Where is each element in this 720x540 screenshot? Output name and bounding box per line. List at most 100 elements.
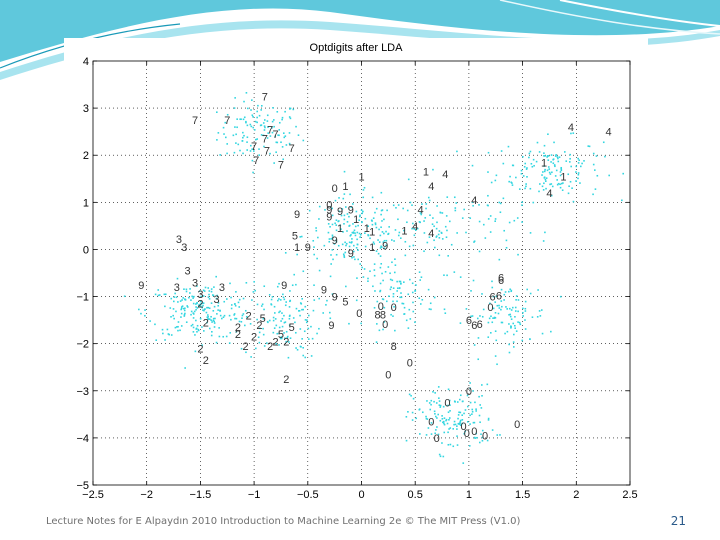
data-point <box>557 182 560 185</box>
data-point <box>345 242 348 245</box>
data-point <box>338 210 341 213</box>
y-tick-label: 1 <box>83 197 89 209</box>
data-point <box>367 225 370 227</box>
digit-label: 1 <box>358 171 364 183</box>
data-point <box>269 152 271 155</box>
data-point <box>202 289 205 292</box>
data-point <box>235 317 238 320</box>
data-point <box>434 413 436 415</box>
data-point <box>542 171 544 173</box>
digit-label: 1 <box>369 227 375 239</box>
digit-label: 4 <box>428 181 434 193</box>
data-point <box>207 318 210 320</box>
data-point <box>458 423 461 425</box>
data-point <box>302 139 305 142</box>
data-point <box>217 309 219 311</box>
data-point <box>177 325 179 328</box>
data-point <box>236 118 238 120</box>
data-point <box>449 427 452 429</box>
data-point <box>516 217 519 219</box>
data-point <box>191 323 194 326</box>
footer-citation: Lecture Notes for E Alpaydın 2010 Introd… <box>46 516 521 527</box>
digit-label: 2 <box>235 322 241 334</box>
data-point <box>283 314 285 317</box>
data-point <box>269 135 272 137</box>
data-point <box>329 225 331 228</box>
data-point <box>429 408 432 411</box>
data-point <box>392 300 394 303</box>
data-point <box>345 244 347 247</box>
data-point <box>350 234 352 236</box>
data-point <box>234 304 237 307</box>
data-point <box>375 250 378 252</box>
data-point <box>176 277 179 280</box>
data-point <box>392 295 395 298</box>
data-point <box>433 239 435 242</box>
data-point <box>301 298 304 300</box>
data-point <box>329 317 332 320</box>
data-point <box>494 301 497 303</box>
data-point <box>413 234 416 237</box>
data-point <box>252 126 255 129</box>
data-point <box>551 171 553 174</box>
data-point <box>515 295 518 297</box>
data-point <box>189 288 191 290</box>
data-point <box>461 414 463 416</box>
data-point <box>498 258 501 261</box>
data-point <box>373 306 376 309</box>
data-point <box>245 315 248 318</box>
data-point <box>233 151 236 154</box>
digit-label: 6 <box>498 275 504 287</box>
data-point <box>548 171 551 174</box>
data-point <box>262 134 265 137</box>
data-point <box>241 314 244 317</box>
data-point <box>272 106 274 109</box>
data-point <box>312 239 315 242</box>
data-point <box>157 294 160 297</box>
digit-label: 1 <box>337 223 343 235</box>
data-point <box>472 279 475 282</box>
data-point <box>396 290 398 292</box>
data-point <box>251 159 254 162</box>
data-point <box>207 316 209 318</box>
data-point <box>502 162 505 165</box>
data-point <box>409 278 411 281</box>
data-point <box>441 442 443 444</box>
data-point <box>272 319 275 322</box>
data-point <box>185 321 188 324</box>
data-point <box>184 298 187 301</box>
digit-label: 2 <box>197 343 203 355</box>
data-point <box>441 418 444 420</box>
data-point <box>454 401 456 403</box>
data-point <box>230 296 232 299</box>
data-point <box>380 226 382 229</box>
data-point <box>552 162 555 165</box>
data-point <box>271 127 273 129</box>
data-point <box>433 410 436 413</box>
data-point <box>357 249 359 251</box>
data-point <box>267 132 269 134</box>
data-point <box>245 121 247 124</box>
data-point <box>380 209 383 212</box>
data-point <box>367 234 370 237</box>
data-point <box>386 209 388 212</box>
data-point <box>550 330 552 333</box>
data-point <box>195 303 197 305</box>
data-point <box>521 221 523 223</box>
digit-label: 2 <box>283 336 289 348</box>
data-point <box>389 288 392 291</box>
data-point <box>436 426 438 428</box>
data-point <box>242 131 244 134</box>
data-point <box>373 243 376 245</box>
y-tick-label: −4 <box>76 433 89 445</box>
data-point <box>356 238 358 241</box>
data-point <box>587 145 590 147</box>
data-point <box>450 243 453 246</box>
data-point <box>221 317 223 320</box>
data-point <box>444 312 447 315</box>
data-point <box>138 308 140 311</box>
data-point <box>210 290 213 293</box>
data-point <box>343 254 345 257</box>
digit-label: 9 <box>281 280 287 292</box>
data-point <box>302 346 304 349</box>
